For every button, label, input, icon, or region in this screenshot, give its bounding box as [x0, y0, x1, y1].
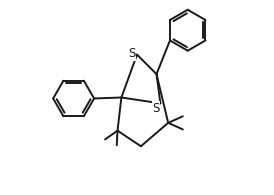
Text: S: S — [129, 47, 136, 60]
Text: S: S — [152, 102, 160, 115]
